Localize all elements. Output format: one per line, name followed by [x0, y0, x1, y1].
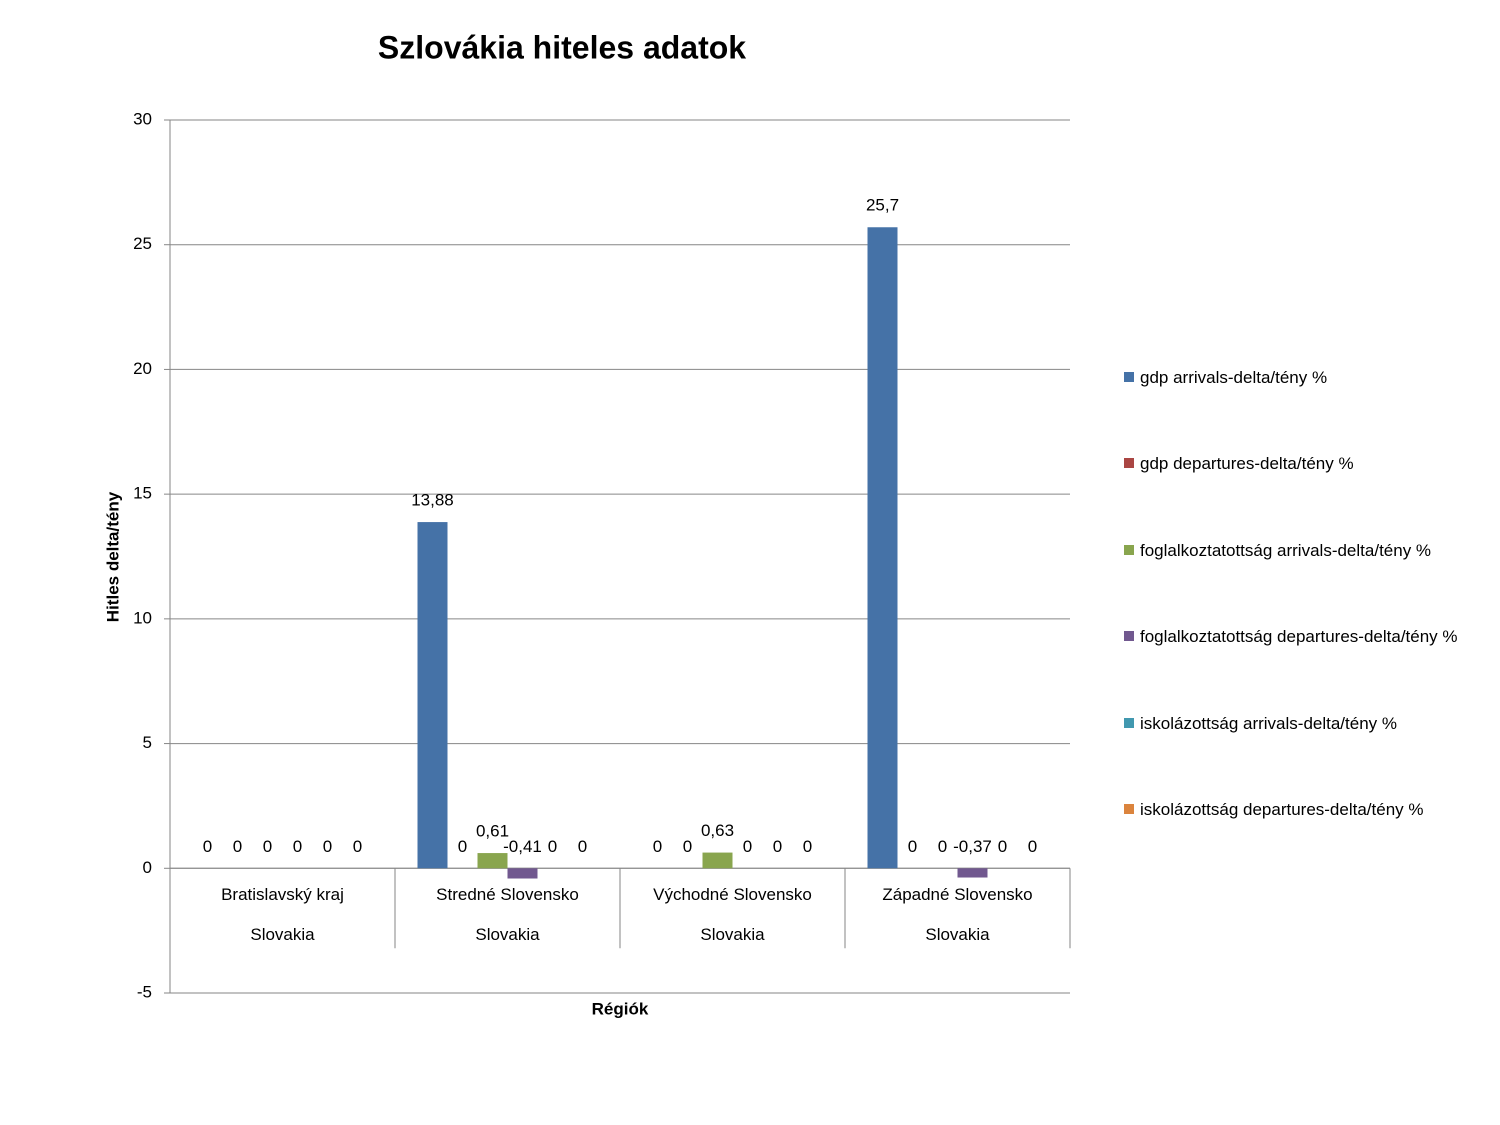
y-tick-label: 5: [143, 733, 152, 752]
bar: [507, 868, 538, 879]
legend-label: iskolázottság arrivals-delta/tény %: [1140, 713, 1398, 733]
bar: [417, 522, 448, 869]
x-tick-label: Stredné Slovensko: [436, 885, 579, 904]
data-label: 0: [323, 837, 332, 856]
legend-label: gdp arrivals-delta/tény %: [1140, 367, 1328, 387]
legend-item: iskolázottság departures-delta/tény %: [1124, 797, 1474, 822]
y-axis-title: Hitles delta/tény: [103, 491, 122, 622]
y-tick-label: 15: [133, 484, 152, 503]
data-label: 0: [803, 837, 812, 856]
x-tick-label: Západné Slovensko: [882, 885, 1032, 904]
data-label: 0: [293, 837, 302, 856]
legend-swatch: [1124, 717, 1134, 728]
data-label: 25,7: [866, 196, 899, 215]
legend-swatch: [1124, 804, 1134, 814]
legend-label: gdp departures-delta/tény %: [1140, 454, 1354, 473]
legend-label: iskolázottság departures-delta/tény %: [1140, 800, 1424, 819]
data-label: -0,37: [953, 837, 992, 856]
data-label: 0: [998, 837, 1007, 856]
x-group-label: Slovakia: [475, 925, 540, 944]
legend-swatch: [1124, 631, 1134, 641]
data-label: 0: [548, 837, 557, 856]
y-tick-label: 25: [133, 234, 152, 253]
legend-swatch: [1124, 371, 1134, 382]
y-tick-label: 0: [143, 858, 152, 877]
data-label: 0: [908, 837, 917, 856]
data-label: 0,61: [476, 822, 509, 841]
bar: [477, 853, 508, 869]
chart-title: Szlovákia hiteles adatok: [378, 29, 746, 65]
data-label: 0: [938, 837, 947, 856]
data-label: 0: [458, 837, 467, 856]
y-tick-label: 10: [133, 608, 152, 627]
data-label: 0: [233, 837, 242, 856]
legend-swatch: [1124, 544, 1134, 555]
legend-swatch: [1124, 458, 1134, 468]
data-label: 0: [353, 837, 362, 856]
bar: [867, 227, 898, 869]
legend-item: iskolázottság arrivals-delta/tény %: [1124, 711, 1474, 736]
legend-label: foglalkoztatottság arrivals-delta/tény %: [1140, 540, 1432, 560]
bar: [702, 852, 733, 869]
data-label: -0,41: [503, 837, 542, 856]
data-label: 0: [773, 837, 782, 856]
x-tick-label: Východné Slovensko: [653, 885, 812, 904]
legend-item: foglalkoztatottság arrivals-delta/tény %: [1124, 538, 1474, 563]
data-label: 0: [1028, 837, 1037, 856]
data-label: 0: [683, 837, 692, 856]
data-label: 0: [743, 837, 752, 856]
legend-item: gdp arrivals-delta/tény %: [1124, 365, 1474, 390]
y-tick-label: -5: [137, 982, 152, 1001]
legend-item: foglalkoztatottság departures-delta/tény…: [1124, 624, 1474, 649]
data-label: 0: [263, 837, 272, 856]
x-group-label: Slovakia: [250, 925, 315, 944]
y-tick-label: 20: [133, 359, 152, 378]
x-group-label: Slovakia: [925, 925, 990, 944]
x-tick-label: Bratislavský kraj: [221, 885, 344, 904]
legend-label: foglalkoztatottság departures-delta/tény…: [1140, 627, 1458, 646]
data-label: 0,63: [701, 821, 734, 840]
data-label: 0: [578, 837, 587, 856]
legend-item: gdp departures-delta/tény %: [1124, 451, 1474, 476]
y-tick-label: 30: [133, 109, 152, 128]
bar: [957, 868, 988, 878]
data-label: 0: [653, 837, 662, 856]
data-label: 0: [203, 837, 212, 856]
x-group-label: Slovakia: [700, 925, 765, 944]
data-label: 13,88: [411, 491, 454, 510]
x-axis-title: Régiók: [592, 999, 649, 1018]
